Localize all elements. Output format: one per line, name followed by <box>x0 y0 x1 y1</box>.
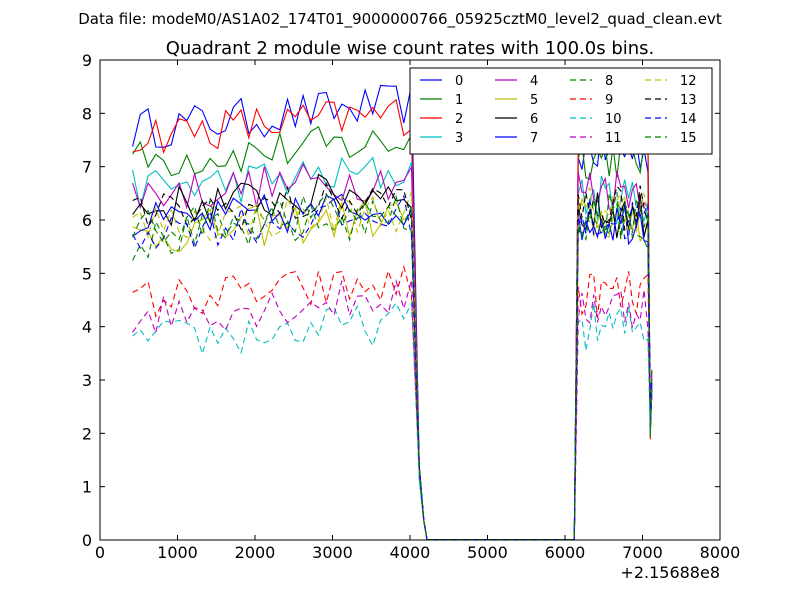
legend-label-14: 14 <box>680 112 697 127</box>
series-line-7 <box>132 193 653 540</box>
legend-label-11: 11 <box>605 131 622 146</box>
x-tick-label: 5000 <box>467 543 508 562</box>
series-line-9 <box>132 264 653 540</box>
x-tick-label: 4000 <box>390 543 431 562</box>
y-tick-label: 3 <box>82 371 92 390</box>
series-line-12 <box>132 186 653 540</box>
y-tick-label: 4 <box>82 318 92 337</box>
series-line-2 <box>132 98 653 540</box>
chart-title: Quadrant 2 module wise count rates with … <box>166 38 655 59</box>
legend-label-1: 1 <box>455 93 463 108</box>
y-tick-label: 2 <box>82 424 92 443</box>
y-tick-label: 1 <box>82 478 92 497</box>
x-tick-label: 8000 <box>700 543 741 562</box>
y-tick-label: 8 <box>82 104 92 123</box>
x-tick-label: 7000 <box>622 543 663 562</box>
series-line-13 <box>132 182 653 540</box>
legend-label-5: 5 <box>530 93 538 108</box>
x-tick-label: 3000 <box>312 543 353 562</box>
legend-label-2: 2 <box>455 112 463 127</box>
y-tick-label: 6 <box>82 211 92 230</box>
x-tick-label: 0 <box>95 543 105 562</box>
legend-label-0: 0 <box>455 74 463 89</box>
series-line-1 <box>132 125 653 540</box>
legend-label-6: 6 <box>530 112 538 127</box>
x-tick-label: 1000 <box>157 543 198 562</box>
legend-label-13: 13 <box>680 93 697 108</box>
series-line-11 <box>132 278 653 540</box>
legend-label-7: 7 <box>530 131 538 146</box>
series-line-5 <box>132 196 653 540</box>
legend-label-8: 8 <box>605 74 613 89</box>
legend-label-12: 12 <box>680 74 697 89</box>
y-tick-label: 5 <box>82 264 92 283</box>
series-line-14 <box>132 194 653 540</box>
legend-label-3: 3 <box>455 131 463 146</box>
legend-label-10: 10 <box>605 112 622 127</box>
x-tick-label: 6000 <box>545 543 586 562</box>
legend-label-9: 9 <box>605 93 613 108</box>
data-file-suptitle: Data file: modeM0/AS1A02_174T01_90000007… <box>78 10 722 29</box>
y-tick-label: 9 <box>82 51 92 70</box>
y-tick-label: 7 <box>82 158 92 177</box>
ticks-layer: 0 1000 2000 3000 4000 5000 6000 7000 80000123456… <box>82 51 741 562</box>
legend-label-4: 4 <box>530 74 538 89</box>
series-line-10 <box>132 301 653 540</box>
y-tick-label: 0 <box>82 531 92 550</box>
x-tick-label: 2000 <box>235 543 276 562</box>
series-line-15 <box>132 191 653 540</box>
x-axis-offset-label: +2.15688e8 <box>620 563 720 582</box>
series-line-8 <box>132 194 653 540</box>
legend-label-15: 15 <box>680 131 697 146</box>
legend-box <box>409 67 713 155</box>
